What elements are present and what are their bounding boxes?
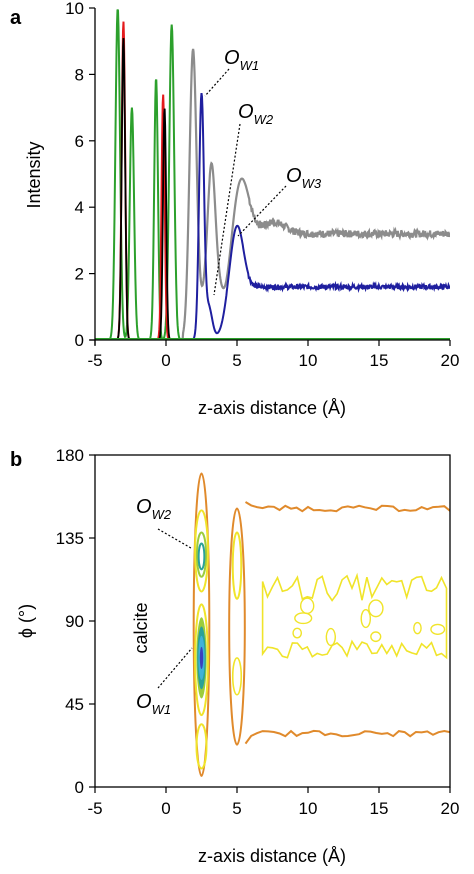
b-ow2-leader-line xyxy=(157,528,192,549)
ow2-annotation: OW2 xyxy=(238,101,274,127)
a-gray-series xyxy=(95,48,450,340)
panel-a-x-ticks: -5 0 5 10 15 20 xyxy=(87,340,459,370)
ow-column-outer-contour xyxy=(192,472,211,777)
ow1-contour-5 xyxy=(199,646,204,669)
bulk-yellow-contour xyxy=(261,572,448,660)
bulk-yellow-island xyxy=(294,612,313,625)
bulk-top-boundary xyxy=(244,501,450,513)
bulk-yellow-island xyxy=(430,623,446,635)
a-x-tick-label: 10 xyxy=(299,351,318,370)
ow1-leader-line xyxy=(204,68,230,97)
b-y-tick-label: 45 xyxy=(65,695,84,714)
a-x-tick-label: 15 xyxy=(370,351,389,370)
b-y-tick-label: 180 xyxy=(56,446,84,465)
ow2-leader-line xyxy=(213,123,241,296)
b-x-tick-label: -5 xyxy=(87,799,102,818)
a-x-tick-label: -5 xyxy=(87,351,102,370)
ow1-lower-contour xyxy=(195,723,208,770)
ow2-contour-2 xyxy=(195,531,208,578)
b-x-tick-label: 15 xyxy=(370,799,389,818)
bulk-yellow-island xyxy=(292,627,303,639)
b-x-tick-label: 5 xyxy=(232,799,241,818)
panel-a-label: a xyxy=(10,7,22,29)
bulk-yellow-island xyxy=(370,631,382,643)
ow1-contour-1 xyxy=(194,603,209,717)
b-y-tick-label: 0 xyxy=(75,778,84,797)
b-x-tick-label: 10 xyxy=(299,799,318,818)
bulk-bottom-boundary xyxy=(244,729,450,745)
ow3-contour-1 xyxy=(231,531,243,600)
a-green-series xyxy=(95,9,450,340)
a-x-tick-label: 5 xyxy=(232,351,241,370)
panel-a-x-label: z-axis distance (Å) xyxy=(198,398,346,418)
b-ow1-annotation: OW1 xyxy=(136,691,171,717)
a-y-tick-label: 4 xyxy=(75,198,84,217)
bulk-yellow-island xyxy=(360,609,372,629)
b-ow1-leader-line xyxy=(157,647,193,689)
a-y-tick-label: 2 xyxy=(75,265,84,284)
bulk-yellow-island xyxy=(299,597,315,615)
a-red-series xyxy=(95,21,450,340)
ow3-annotation: OW3 xyxy=(286,165,322,191)
panel-b-x-label: z-axis distance (Å) xyxy=(198,846,346,866)
panel-a-y-ticks: 0 2 4 6 8 10 xyxy=(65,0,95,350)
ow2-contour-1 xyxy=(194,509,209,593)
a-y-tick-label: 10 xyxy=(65,0,84,18)
panel-b-y-label: ϕ (°) xyxy=(16,604,36,638)
ow3-leader-line xyxy=(237,185,287,237)
ow3-outer-contour xyxy=(228,507,246,746)
a-black-series xyxy=(95,38,450,340)
bulk-yellow-island xyxy=(325,627,336,647)
a-x-tick-label: 0 xyxy=(161,351,170,370)
panel-b-y-ticks: 0 45 90 135 180 xyxy=(56,446,95,797)
a-y-tick-label: 6 xyxy=(75,132,84,151)
panel-b-x-ticks: -5 0 5 10 15 20 xyxy=(87,787,459,818)
a-blue-series xyxy=(95,92,450,340)
ow2-contour-3 xyxy=(197,542,206,571)
b-x-tick-label: 0 xyxy=(161,799,170,818)
ow3-contour-2 xyxy=(231,657,243,696)
b-y-tick-label: 90 xyxy=(65,612,84,631)
a-x-tick-label: 20 xyxy=(441,351,460,370)
calcite-label: calcite xyxy=(131,602,151,653)
panel-a-series xyxy=(95,9,450,340)
bulk-yellow-island xyxy=(413,621,422,635)
panel-b-label: b xyxy=(10,449,22,471)
a-y-tick-label: 0 xyxy=(75,331,84,350)
a-y-tick-label: 8 xyxy=(75,65,84,84)
b-y-tick-label: 135 xyxy=(56,529,84,548)
b-x-tick-label: 20 xyxy=(441,799,460,818)
b-ow2-annotation: OW2 xyxy=(136,496,172,522)
panel-b-contours xyxy=(192,472,450,777)
bulk-yellow-island xyxy=(368,599,384,618)
ow1-annotation: OW1 xyxy=(224,47,259,73)
panel-a-y-label: Intensity xyxy=(24,141,44,208)
